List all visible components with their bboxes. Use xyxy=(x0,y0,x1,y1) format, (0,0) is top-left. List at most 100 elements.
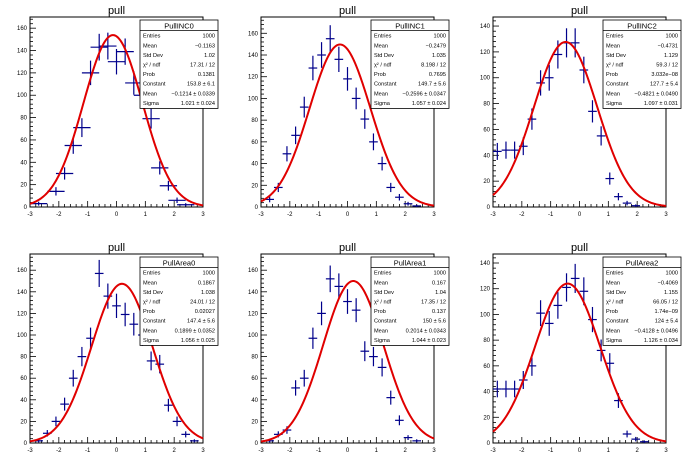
y-tick-label: 60 xyxy=(483,127,490,133)
stats-label: Mean xyxy=(606,328,620,334)
gaussian-fit-curve xyxy=(29,282,204,443)
stats-label: Constant xyxy=(143,82,166,88)
y-tick-label: 140 xyxy=(248,290,259,296)
stats-label: χ² / ndf xyxy=(606,300,624,306)
y-tick-label: 120 xyxy=(480,50,491,56)
y-tick-label: 20 xyxy=(251,183,258,189)
y-tick-label: 120 xyxy=(480,287,491,293)
y-tick-label: 100 xyxy=(480,312,491,318)
gaussian-fit-curve xyxy=(492,40,667,207)
stats-label: Entries xyxy=(374,271,392,277)
data-point xyxy=(386,390,396,405)
data-point xyxy=(116,38,134,65)
data-point xyxy=(588,306,597,333)
data-point xyxy=(360,109,370,129)
stats-value: 147.4 ± 5.6 xyxy=(187,319,215,325)
stats-value: 1.035 xyxy=(432,53,446,59)
data-point xyxy=(181,431,191,438)
data-point xyxy=(588,100,597,123)
stats-label: Entries xyxy=(606,34,624,40)
data-point xyxy=(51,416,61,427)
data-point xyxy=(172,416,182,427)
data-point xyxy=(308,55,318,81)
x-tick-label: 1 xyxy=(607,212,611,218)
data-point xyxy=(334,46,344,73)
data-point xyxy=(544,64,554,91)
y-tick-label: 140 xyxy=(480,261,491,267)
y-tick-label: 160 xyxy=(17,26,28,32)
gaussian-fit-curve xyxy=(260,43,435,207)
y-tick-label: 100 xyxy=(480,76,491,82)
stats-value: 0.2014 ± 0.0343 xyxy=(406,328,446,334)
data-point xyxy=(369,346,378,367)
x-tick-label: 3 xyxy=(432,448,436,454)
x-tick-label: 2 xyxy=(172,212,176,218)
stats-value: 1.02 xyxy=(204,53,215,59)
stats-label: Constant xyxy=(374,319,397,325)
stats-label: Prob xyxy=(606,309,618,315)
data-point xyxy=(190,439,199,443)
y-tick-label: 20 xyxy=(251,419,258,425)
y-tick-label: 40 xyxy=(251,398,258,404)
x-tick-label: 0 xyxy=(115,448,119,454)
data-point xyxy=(536,300,545,327)
x-tick-label: 3 xyxy=(664,448,668,454)
stats-box-name: PullArea2 xyxy=(626,259,659,268)
data-point xyxy=(403,435,413,441)
stats-label: Sigma xyxy=(606,338,623,344)
panel-title: pull xyxy=(571,5,588,17)
x-tick-label: 2 xyxy=(172,448,176,454)
y-tick-label: 60 xyxy=(20,376,27,382)
stats-label: Mean xyxy=(374,280,388,286)
stats-label: Constant xyxy=(606,82,629,88)
data-point xyxy=(640,440,649,443)
stats-value: 1.056 ± 0.025 xyxy=(181,338,215,344)
x-tick-label: 0 xyxy=(578,212,582,218)
stats-label: Sigma xyxy=(374,101,391,107)
stats-label: χ² / ndf xyxy=(143,63,161,69)
stats-value: −0.2596 ± 0.0347 xyxy=(402,91,446,97)
x-tick-label: 0 xyxy=(115,212,119,218)
stats-box-name: PullINC1 xyxy=(395,22,425,31)
stats-value: 1.04 xyxy=(435,290,446,296)
x-tick-label: 0 xyxy=(346,212,350,218)
data-point xyxy=(291,126,300,145)
y-tick-label: 120 xyxy=(248,75,259,81)
data-point xyxy=(412,204,422,207)
data-point xyxy=(395,193,404,201)
pull-panel: pull -3 -2 -1 0 1 2 3 0 20 40 60 80 100 120 140 160 PullA… xyxy=(248,242,450,454)
x-tick-label: -3 xyxy=(490,212,496,218)
x-tick-label: 2 xyxy=(635,212,639,218)
stats-value: 1.74e−09 xyxy=(655,309,679,315)
stats-box-name: PullINC0 xyxy=(164,22,194,31)
y-tick-label: 40 xyxy=(483,153,490,159)
data-point xyxy=(142,108,160,129)
data-point xyxy=(605,172,615,185)
data-point xyxy=(317,42,326,68)
stats-label: Mean xyxy=(143,91,157,97)
stats-label: Std Dev xyxy=(374,53,394,59)
y-tick-label: 120 xyxy=(17,71,28,77)
y-tick-label: 100 xyxy=(17,93,28,99)
x-tick-label: -3 xyxy=(258,448,264,454)
data-point xyxy=(164,398,173,412)
stats-label: Mean xyxy=(374,91,388,97)
y-tick-label: 20 xyxy=(20,183,27,189)
y-tick-label: 80 xyxy=(20,355,27,361)
stats-value: 0.1381 xyxy=(198,72,215,78)
data-point xyxy=(395,415,404,426)
data-point xyxy=(544,311,554,336)
data-point xyxy=(622,200,632,206)
data-point xyxy=(151,161,169,175)
stats-label: Constant xyxy=(606,319,629,325)
stats-box-name: PullArea1 xyxy=(394,259,427,268)
y-tick-label: 100 xyxy=(248,333,259,339)
data-point xyxy=(47,187,65,196)
data-point xyxy=(351,87,361,110)
stats-label: Std Dev xyxy=(606,53,626,59)
stats-value: 124 ± 5.4 xyxy=(655,319,678,325)
